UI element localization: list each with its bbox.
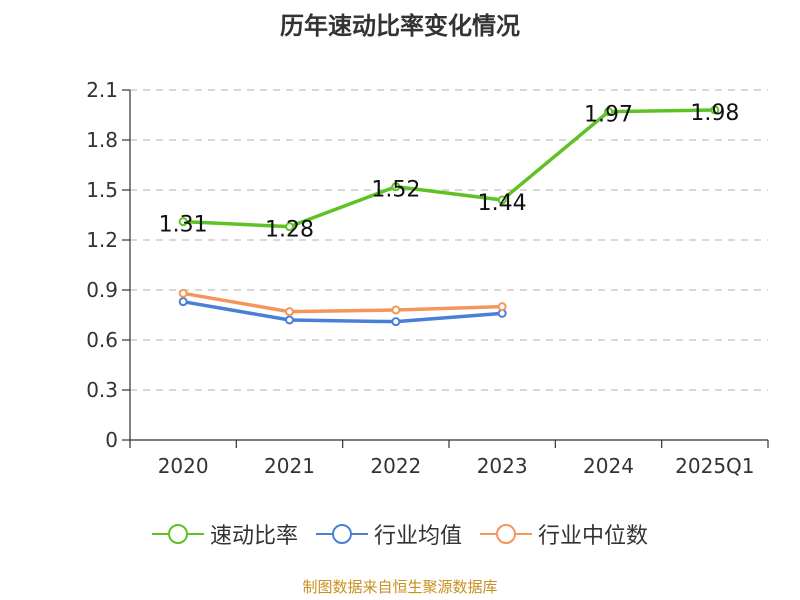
y-tick-label: 1.2 (86, 228, 118, 252)
series-line (182, 299, 503, 324)
legend-swatch-industry-mean (315, 524, 368, 544)
legend: 速动比率 行业均值 行业中位数 (0, 518, 800, 550)
series-lines (178, 105, 720, 327)
y-tick-label: 0.3 (86, 378, 118, 402)
data-point[interactable] (178, 217, 188, 227)
data-label: 1.28 (265, 218, 314, 243)
source-footer: 制图数据来自恒生聚源数据库 (302, 578, 498, 596)
y-tick-label: 0 (105, 428, 118, 452)
legend-label-quick-ratio: 速动比率 (209, 524, 298, 549)
x-tick-label: 2025Q1 (675, 454, 754, 478)
grid-lines (130, 89, 768, 391)
y-tick-label: 0.9 (86, 278, 118, 302)
data-labels: 1.31 1.28 1.52 1.44 1.97 1.98 (159, 101, 740, 243)
chart-title: 历年速动比率变化情况 (280, 12, 520, 40)
data-label: 1.31 (159, 213, 208, 238)
data-label: 1.52 (371, 178, 420, 203)
series-line (183, 108, 715, 229)
data-point[interactable] (391, 317, 401, 327)
data-point[interactable] (497, 195, 507, 205)
legend-swatch-industry-median (480, 524, 532, 544)
axes: 0 0.3 0.6 0.9 1.2 1.5 1.8 2.1 2020 2021 2022 2023 20… (86, 78, 769, 478)
data-point[interactable] (178, 288, 188, 298)
y-tick-label: 1.5 (86, 178, 118, 202)
y-tick-label: 1.8 (86, 128, 118, 152)
legend-label-industry-mean: 行业均值 (373, 524, 462, 549)
x-tick-label: 2022 (370, 454, 421, 478)
data-point[interactable] (285, 222, 294, 232)
legend-item-quick-ratio[interactable]: 速动比率 (151, 518, 298, 550)
x-tick-label: 2020 (158, 454, 209, 478)
data-point[interactable] (604, 107, 613, 117)
data-point[interactable] (497, 302, 507, 312)
legend-swatch-quick-ratio (151, 524, 204, 544)
legend-item-industry-median[interactable]: 行业中位数 (480, 518, 648, 550)
legend-label-industry-median: 行业中位数 (538, 524, 649, 549)
x-tick-label: 2021 (264, 454, 315, 478)
data-label: 1.44 (478, 191, 527, 216)
y-tick-label: 0.6 (86, 328, 118, 352)
y-tick-label: 2.1 (86, 78, 118, 102)
data-label: 1.98 (690, 101, 739, 126)
data-point[interactable] (285, 307, 294, 317)
data-point[interactable] (710, 105, 720, 115)
data-label: 1.97 (584, 103, 633, 128)
x-tick-label: 2024 (583, 454, 634, 478)
data-point[interactable] (391, 305, 401, 315)
data-point[interactable] (285, 315, 294, 325)
series-line (182, 291, 503, 314)
x-tick-label: 2023 (477, 454, 528, 478)
data-point[interactable] (178, 297, 188, 307)
legend-item-industry-mean[interactable]: 行业均值 (315, 518, 462, 550)
data-point[interactable] (391, 182, 401, 192)
